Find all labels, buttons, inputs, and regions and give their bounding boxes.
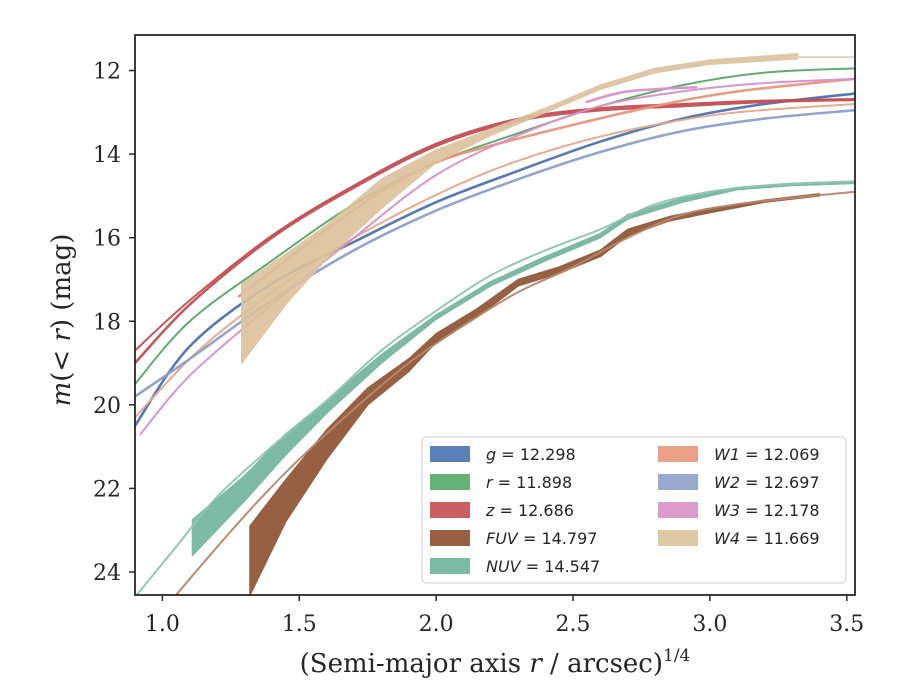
legend-box [421, 436, 847, 584]
legend-label-w4: W4 = 11.669 [714, 529, 820, 548]
series-line-w3-short [585, 85, 698, 104]
legend-swatch-fuv [430, 530, 470, 546]
x-tick-label: 3.0 [692, 612, 727, 637]
legend-swatch-w2 [658, 474, 698, 490]
legend-swatch-w3 [658, 502, 698, 518]
series-line-z [135, 98, 855, 365]
series-line-fuv-thin [175, 190, 855, 595]
legend: g = 12.298 r = 11.898 z = 12.686 FUV = 14.7… [421, 436, 847, 584]
series-line-w3 [139, 77, 855, 436]
legend-label-w1: W1 = 12.069 [714, 445, 820, 464]
y-tick-label: 12 [93, 60, 121, 85]
x-tick-label: 2.5 [556, 612, 591, 637]
series-line-w1-lo [135, 102, 855, 419]
y-tick-label: 22 [93, 477, 121, 502]
x-tick-label: 2.0 [419, 612, 454, 637]
legend-swatch-g [430, 446, 470, 462]
y-tick-label: 14 [93, 143, 121, 168]
y-tick-label: 16 [93, 227, 121, 252]
legend-swatch-w1 [658, 446, 698, 462]
series-band-w4 [241, 53, 799, 364]
legend-label-w3: W3 = 12.178 [714, 501, 820, 520]
legend-label-fuv: FUV = 14.797 [486, 529, 597, 548]
series-line-z-upper [135, 97, 855, 352]
legend-label-nuv: NUV = 14.547 [486, 557, 600, 576]
y-axis-ticks: 12 14 16 18 20 22 24 [93, 60, 135, 586]
legend-label-z: z = 12.686 [485, 501, 574, 520]
legend-label-r: r = 11.898 [486, 473, 572, 492]
x-tick-label: 1.0 [145, 612, 180, 637]
x-axis-ticks: 1.0 1.5 2.0 2.5 3.0 3.5 [145, 595, 864, 637]
legend-swatch-z [430, 502, 470, 518]
legend-swatch-nuv [430, 558, 470, 574]
legend-items: g = 12.298 r = 11.898 z = 12.686 FUV = 14.7… [430, 445, 820, 576]
series-line-nuv-thin [135, 180, 855, 595]
y-tick-label: 18 [93, 310, 121, 335]
plot-frame [134, 34, 856, 596]
series-line-g [135, 92, 855, 428]
plot-series [135, 53, 855, 595]
y-tick-label: 24 [93, 561, 121, 586]
legend-swatch-r [430, 474, 470, 490]
legend-swatch-w4 [658, 530, 698, 546]
y-tick-label: 20 [93, 394, 121, 419]
x-tick-label: 1.5 [282, 612, 317, 637]
legend-label-g: g = 12.298 [486, 445, 576, 464]
x-tick-label: 3.5 [829, 612, 864, 637]
series-band-nuv [191, 180, 855, 557]
legend-label-w2: W2 = 12.697 [714, 473, 820, 492]
x-axis-title: (Semi-major axis r / arcsec)1/4 [300, 646, 691, 679]
series-line-w2 [135, 108, 855, 398]
series-line-r [135, 67, 855, 385]
y-axis-title: m(< r) (mag) [47, 234, 77, 407]
